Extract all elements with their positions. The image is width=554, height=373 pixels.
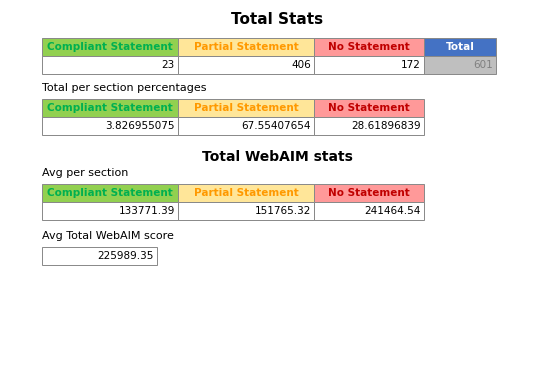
Text: 23: 23	[162, 60, 175, 70]
Text: Total per section percentages: Total per section percentages	[42, 83, 207, 93]
Text: 406: 406	[291, 60, 311, 70]
Bar	[178, 184, 314, 202]
Text: No Statement: No Statement	[328, 42, 410, 52]
Bar	[178, 56, 314, 74]
Bar	[42, 38, 178, 56]
Text: Avg Total WebAIM score: Avg Total WebAIM score	[42, 231, 174, 241]
Bar	[314, 99, 424, 117]
Text: 133771.39: 133771.39	[119, 206, 175, 216]
Text: 225989.35: 225989.35	[98, 251, 154, 261]
Bar	[178, 99, 314, 117]
Text: 67.55407654: 67.55407654	[242, 121, 311, 131]
Text: 28.61896839: 28.61896839	[351, 121, 421, 131]
Bar	[314, 202, 424, 220]
Text: Compliant Statement: Compliant Statement	[47, 103, 173, 113]
Bar	[314, 38, 424, 56]
Text: 241464.54: 241464.54	[365, 206, 421, 216]
Text: No Statement: No Statement	[328, 188, 410, 198]
Text: 172: 172	[401, 60, 421, 70]
Bar	[424, 56, 496, 74]
Text: Total: Total	[445, 42, 474, 52]
Bar	[42, 56, 178, 74]
Bar	[42, 99, 178, 117]
Text: No Statement: No Statement	[328, 103, 410, 113]
Text: Partial Statement: Partial Statement	[194, 42, 299, 52]
Text: Avg per section: Avg per section	[42, 168, 129, 178]
Text: 601: 601	[473, 60, 493, 70]
Text: Partial Statement: Partial Statement	[194, 188, 299, 198]
Text: Total WebAIM stats: Total WebAIM stats	[202, 150, 352, 164]
Text: Compliant Statement: Compliant Statement	[47, 188, 173, 198]
Text: Partial Statement: Partial Statement	[194, 103, 299, 113]
Bar	[42, 202, 178, 220]
Text: Total Stats: Total Stats	[231, 13, 323, 28]
Bar	[178, 202, 314, 220]
Bar	[314, 117, 424, 135]
Text: 151765.32: 151765.32	[255, 206, 311, 216]
Text: 3.826955075: 3.826955075	[105, 121, 175, 131]
Bar	[42, 184, 178, 202]
Bar	[424, 38, 496, 56]
Bar	[42, 247, 157, 265]
Text: Compliant Statement: Compliant Statement	[47, 42, 173, 52]
Bar	[314, 56, 424, 74]
Bar	[42, 117, 178, 135]
Bar	[178, 117, 314, 135]
Bar	[178, 38, 314, 56]
Bar	[314, 184, 424, 202]
